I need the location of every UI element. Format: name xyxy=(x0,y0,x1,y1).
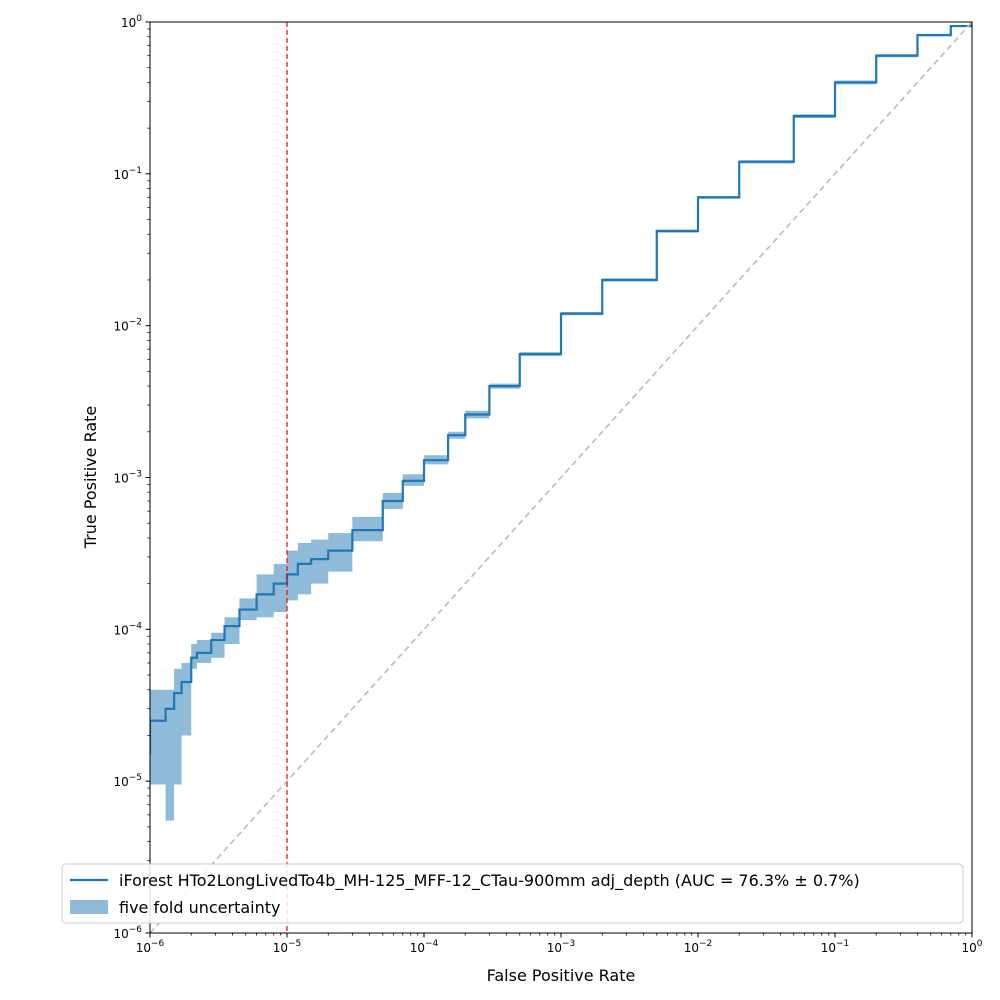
y-tick-base: 10 xyxy=(121,16,136,30)
x-tick-label: 100 xyxy=(961,939,982,955)
x-tick-exponent: −1 xyxy=(836,939,849,949)
plot-area xyxy=(150,22,972,933)
diagonal-reference-line xyxy=(150,22,972,933)
x-tick-base: 10 xyxy=(821,941,836,955)
y-axis-label: True Positive Rate xyxy=(81,406,100,550)
y-tick-base: 10 xyxy=(113,775,128,789)
y-tick-exponent: 0 xyxy=(136,14,142,24)
x-tick-label: 10−1 xyxy=(821,939,850,955)
legend-box xyxy=(61,863,964,924)
x-tick-label: 10−5 xyxy=(273,939,302,955)
x-tick-exponent: −4 xyxy=(425,939,439,949)
plot-inner xyxy=(150,22,972,933)
axes: 10−6 10−5 10−4 10−3 10−2 10−1 10010−610−510−41… xyxy=(113,14,982,955)
y-tick-base: 10 xyxy=(113,320,128,334)
y-tick-exponent: −5 xyxy=(129,773,142,783)
y-tick-exponent: −3 xyxy=(129,470,142,480)
y-tick-exponent: −1 xyxy=(129,166,142,176)
y-tick-base: 10 xyxy=(113,168,128,182)
x-tick-base: 10 xyxy=(136,941,151,955)
y-tick-base: 10 xyxy=(113,472,128,486)
x-tick-exponent: −6 xyxy=(151,939,165,949)
x-tick-label: 10−3 xyxy=(547,939,576,955)
y-tick-exponent: −6 xyxy=(129,925,143,935)
y-tick-label: 10−3 xyxy=(113,470,142,486)
x-tick-label: 10−6 xyxy=(136,939,165,955)
y-tick-label: 100 xyxy=(121,14,142,30)
y-tick-label: 10−2 xyxy=(113,318,142,334)
y-tick-label: 10−4 xyxy=(113,621,142,637)
y-tick-base: 10 xyxy=(113,927,128,941)
roc-curve-line xyxy=(150,22,972,755)
x-tick-base: 10 xyxy=(547,941,562,955)
y-tick-label: 10−6 xyxy=(113,925,142,941)
x-tick-label: 10−2 xyxy=(684,939,713,955)
x-tick-base: 10 xyxy=(684,941,699,955)
legend-label: iForest HTo2LongLivedTo4b_MH-125_MFF-12_… xyxy=(119,871,860,891)
x-tick-base: 10 xyxy=(961,941,976,955)
x-tick-exponent: −5 xyxy=(288,939,301,949)
x-tick-exponent: 0 xyxy=(977,939,983,949)
x-tick-exponent: −3 xyxy=(562,939,575,949)
y-tick-label: 10−1 xyxy=(113,166,142,182)
x-tick-label: 10−4 xyxy=(410,939,439,955)
y-tick-label: 10−5 xyxy=(113,773,142,789)
legend: iForest HTo2LongLivedTo4b_MH-125_MFF-12_… xyxy=(61,863,964,924)
y-tick-exponent: −4 xyxy=(129,621,143,631)
y-tick-base: 10 xyxy=(113,623,128,637)
x-tick-exponent: −2 xyxy=(699,939,712,949)
legend-band-swatch xyxy=(70,900,108,914)
x-axis-label: False Positive Rate xyxy=(487,966,636,985)
y-tick-exponent: −2 xyxy=(129,318,142,328)
legend-label: five fold uncertainty xyxy=(119,898,281,917)
x-tick-base: 10 xyxy=(273,941,288,955)
x-tick-base: 10 xyxy=(410,941,425,955)
